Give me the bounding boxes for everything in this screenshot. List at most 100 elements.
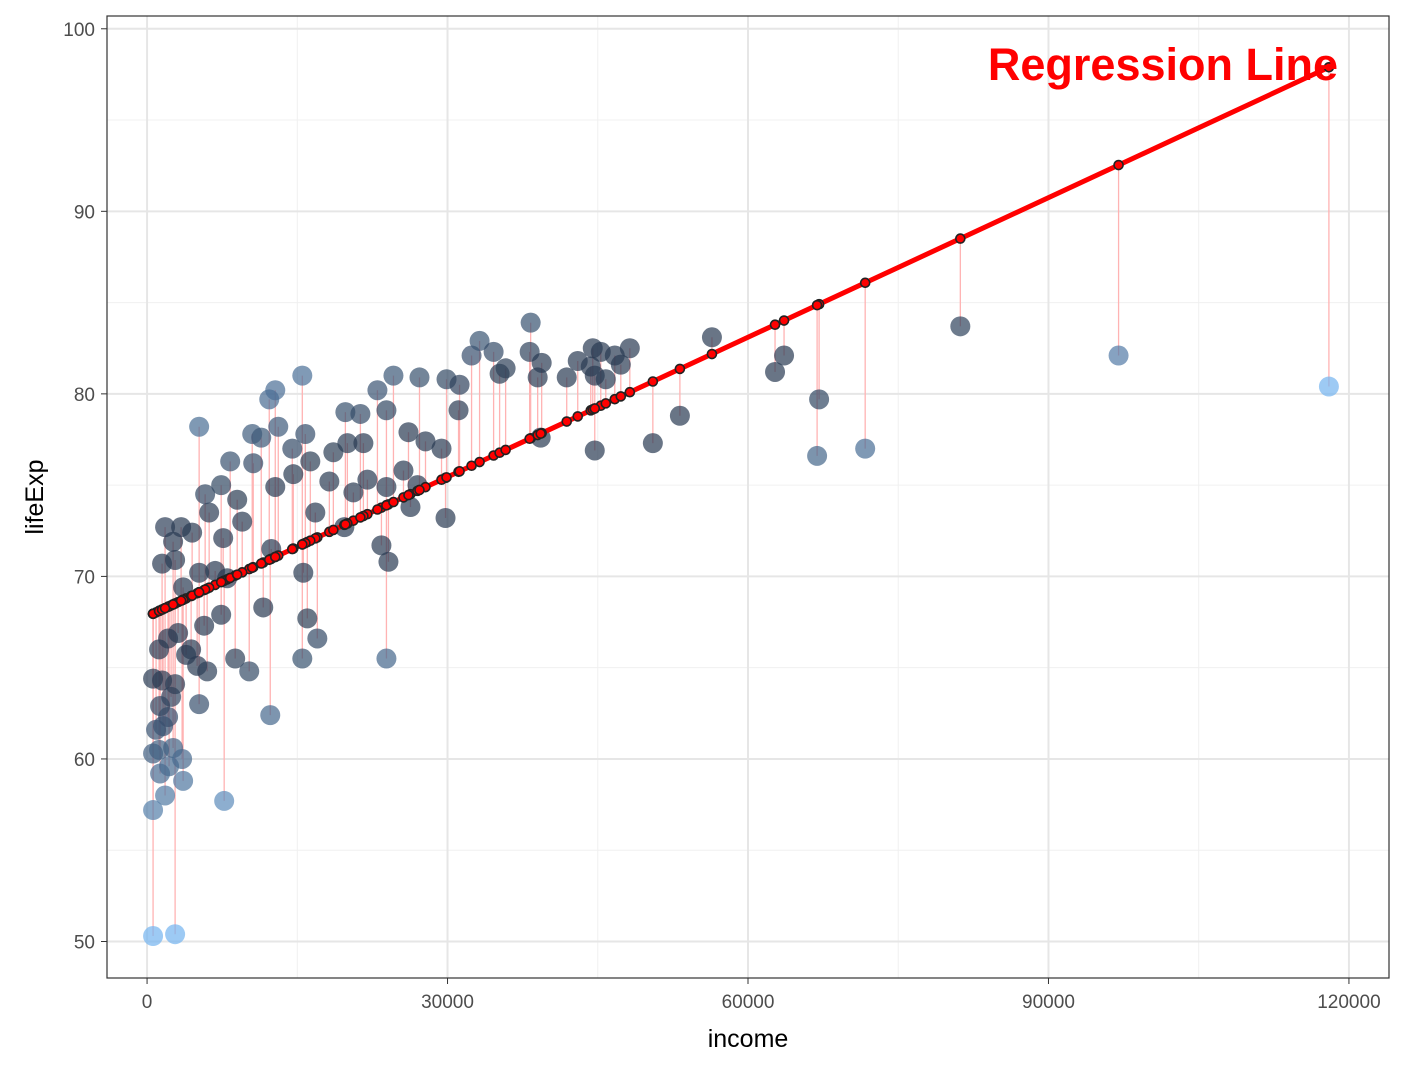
data-point	[520, 312, 541, 333]
y-tick-label: 60	[74, 750, 95, 771]
fitted-point	[1323, 61, 1335, 73]
data-point	[260, 705, 281, 726]
fitted-point	[769, 319, 781, 331]
data-point	[189, 694, 210, 715]
data-point	[415, 431, 436, 452]
data-point	[292, 648, 313, 669]
fitted-point	[193, 587, 205, 598]
data-point	[220, 451, 241, 472]
fitted-point	[589, 403, 601, 414]
data-point	[211, 604, 232, 625]
fitted-point	[355, 512, 366, 523]
data-point	[168, 622, 189, 643]
data-point	[295, 424, 316, 445]
data-point	[189, 562, 210, 583]
fitted-point	[572, 411, 584, 422]
fitted-point	[955, 233, 966, 244]
fitted-point	[414, 484, 425, 496]
fitted-point	[535, 428, 546, 439]
x-tick-label: 60000	[722, 992, 775, 1013]
data-point	[225, 648, 246, 669]
data-point	[335, 402, 356, 423]
x-tick-label: 0	[142, 992, 153, 1013]
data-point	[300, 451, 321, 472]
data-point	[189, 416, 210, 437]
data-point	[227, 489, 248, 510]
fitted-point	[600, 398, 612, 409]
fitted-point	[286, 543, 298, 555]
data-point	[855, 438, 876, 459]
data-point	[774, 345, 795, 366]
data-point	[239, 661, 260, 682]
data-point	[173, 770, 194, 791]
data-point	[343, 482, 364, 503]
data-point	[595, 369, 616, 390]
data-point	[307, 628, 328, 649]
data-point	[165, 924, 186, 945]
fitted-point	[328, 524, 339, 536]
data-point	[383, 365, 404, 386]
data-point	[172, 748, 193, 769]
data-points	[143, 312, 1339, 947]
data-point	[531, 352, 552, 373]
x-axis-title: income	[708, 1025, 789, 1053]
y-tick-label: 100	[63, 20, 95, 41]
fitted-point	[215, 576, 227, 588]
y-axis-title: lifeExp	[21, 459, 49, 534]
data-point	[448, 400, 469, 421]
x-tick-label: 90000	[1022, 992, 1075, 1013]
y-tick-label: 80	[74, 385, 95, 406]
data-point	[371, 535, 392, 556]
data-point	[378, 551, 399, 572]
fitted-point	[674, 363, 686, 375]
data-point	[143, 800, 164, 821]
data-point	[143, 926, 164, 947]
fitted-point	[231, 569, 243, 580]
data-point	[155, 517, 176, 538]
fitted-point	[403, 489, 414, 501]
grid-lines	[107, 16, 1389, 978]
x-tick-label: 30000	[421, 992, 474, 1013]
data-point	[398, 422, 419, 443]
y-tick-label: 70	[74, 567, 95, 588]
fitted-point	[175, 595, 187, 607]
data-point	[584, 440, 605, 461]
data-point	[483, 341, 504, 362]
fitted-point	[474, 456, 485, 468]
fitted-point	[340, 519, 351, 530]
data-point	[282, 438, 303, 459]
data-point	[197, 661, 218, 682]
data-point	[251, 427, 272, 448]
x-tick-label: 120000	[1317, 992, 1380, 1013]
data-point	[376, 648, 397, 669]
fitted-point	[388, 496, 399, 508]
data-point	[950, 316, 971, 337]
x-axis: 0 30000 60000 90000 120000	[142, 978, 1381, 1013]
y-tick-label: 90	[74, 202, 95, 223]
fitted-point	[269, 551, 281, 563]
data-point	[701, 327, 722, 348]
data-point	[297, 608, 318, 629]
data-point	[182, 522, 203, 543]
fitted-point	[246, 562, 258, 573]
data-point	[265, 476, 286, 497]
data-point	[669, 405, 690, 426]
fitted-point	[615, 391, 627, 402]
data-point	[283, 464, 304, 485]
data-point	[211, 475, 232, 496]
data-point	[337, 433, 358, 454]
fitted-point	[441, 472, 452, 483]
data-point	[495, 358, 516, 379]
fitted-point	[624, 386, 636, 398]
data-point	[1108, 345, 1129, 366]
data-point	[265, 380, 286, 401]
data-point	[367, 380, 388, 401]
data-point	[350, 403, 371, 424]
fitted-point	[778, 315, 790, 326]
data-point	[194, 615, 215, 636]
data-point	[155, 785, 176, 806]
data-point	[809, 389, 830, 410]
data-point	[431, 438, 452, 459]
data-point	[181, 639, 202, 660]
